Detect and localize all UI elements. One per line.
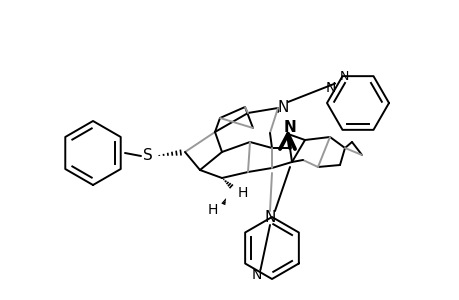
Text: N: N [325, 80, 336, 94]
Text: H: H [207, 203, 218, 217]
Text: N: N [283, 119, 296, 134]
Text: N: N [264, 211, 275, 226]
Text: N: N [251, 268, 261, 282]
Text: S: S [143, 148, 152, 164]
Text: H: H [237, 186, 248, 200]
Text: N: N [339, 70, 348, 83]
Text: N: N [277, 100, 288, 115]
